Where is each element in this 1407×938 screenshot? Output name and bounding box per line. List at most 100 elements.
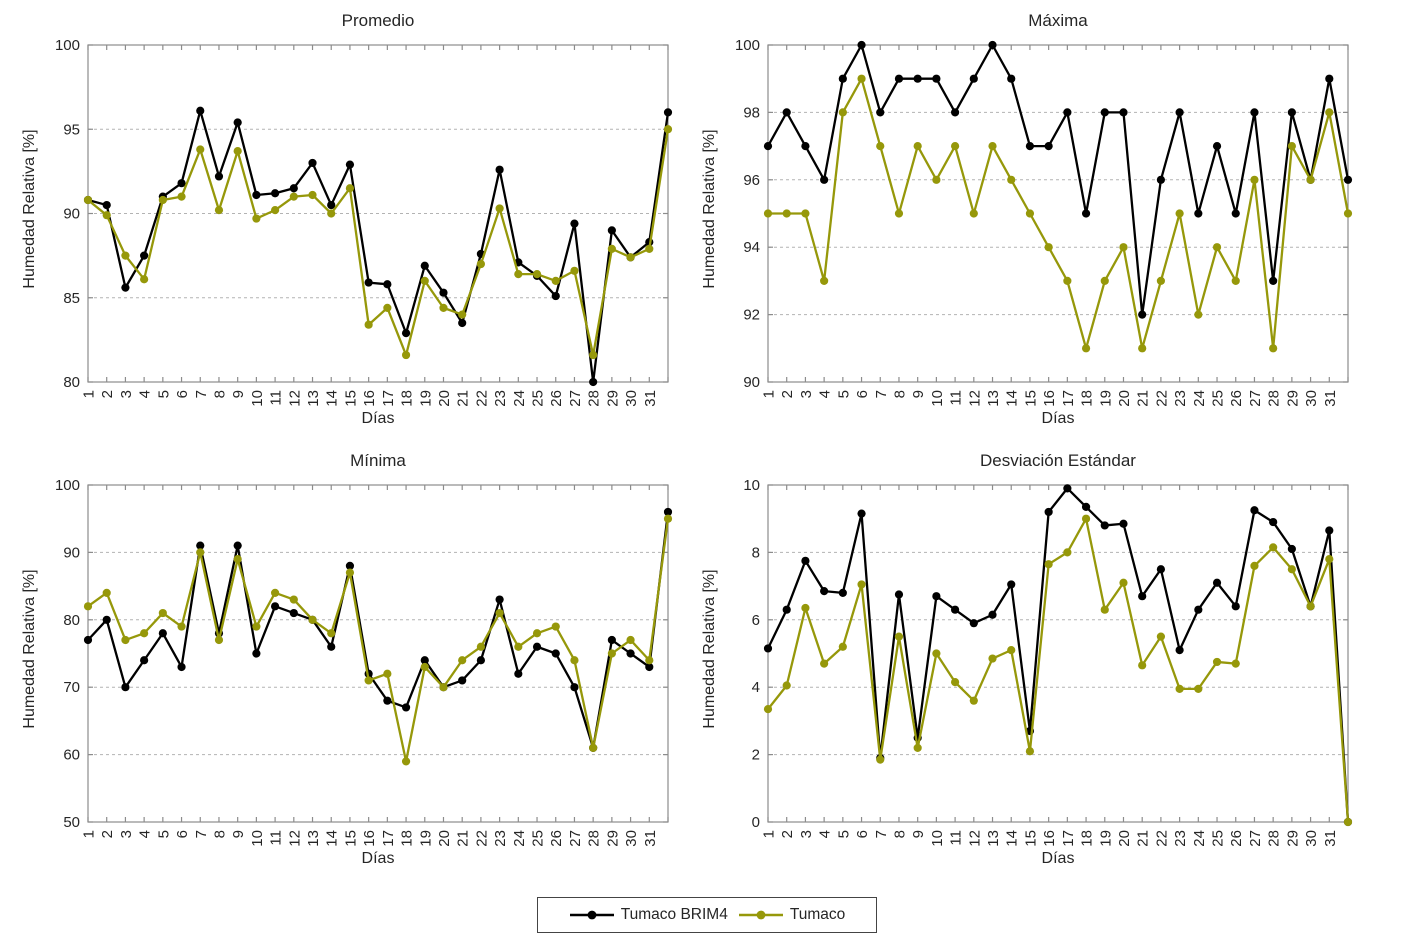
minima-title: Mínima	[350, 451, 406, 470]
svg-text:29: 29	[1284, 390, 1301, 407]
svg-text:10: 10	[743, 477, 760, 494]
svg-text:2: 2	[99, 830, 116, 838]
svg-text:1: 1	[761, 390, 778, 398]
svg-text:10: 10	[929, 390, 946, 407]
svg-text:12: 12	[286, 390, 303, 407]
svg-text:29: 29	[604, 390, 621, 407]
svg-text:4: 4	[137, 830, 154, 838]
svg-text:25: 25	[530, 830, 547, 847]
svg-text:4: 4	[752, 679, 760, 696]
legend-line-sample-black	[569, 910, 614, 920]
svg-text:30: 30	[623, 830, 640, 847]
svg-text:16: 16	[361, 830, 378, 847]
minima-xlabel: Días	[361, 850, 395, 867]
minima-ylabel: Humedad Relativa [%]	[21, 569, 38, 729]
svg-text:70: 70	[63, 679, 80, 696]
svg-text:27: 27	[567, 390, 584, 407]
svg-text:10: 10	[249, 390, 266, 407]
svg-text:17: 17	[1060, 830, 1077, 847]
svg-text:18: 18	[399, 390, 416, 407]
promedio-title: Promedio	[341, 11, 415, 30]
svg-text:4: 4	[817, 830, 834, 838]
svg-text:20: 20	[436, 390, 453, 407]
svg-text:26: 26	[548, 390, 565, 407]
svg-text:15: 15	[1022, 390, 1039, 407]
svg-text:26: 26	[1228, 830, 1245, 847]
svg-text:31: 31	[642, 390, 659, 407]
svg-text:26: 26	[548, 830, 565, 847]
svg-text:3: 3	[118, 830, 135, 838]
maxima-title: Máxima	[1028, 11, 1088, 30]
maxima-xlabel: Días	[1041, 410, 1075, 427]
svg-text:1: 1	[81, 390, 98, 398]
svg-text:19: 19	[417, 390, 434, 407]
svg-text:21: 21	[455, 390, 472, 407]
svg-text:3: 3	[798, 390, 815, 398]
svg-text:15: 15	[342, 830, 359, 847]
svg-text:2: 2	[99, 390, 116, 398]
svg-text:14: 14	[1004, 830, 1021, 847]
svg-text:6: 6	[174, 830, 191, 838]
svg-text:21: 21	[1135, 390, 1152, 407]
svg-text:21: 21	[455, 830, 472, 847]
svg-text:94: 94	[743, 239, 760, 256]
svg-text:24: 24	[1191, 830, 1208, 847]
svg-text:22: 22	[473, 830, 490, 847]
svg-text:15: 15	[342, 390, 359, 407]
svg-text:8: 8	[211, 830, 228, 838]
svg-text:30: 30	[1303, 390, 1320, 407]
svg-text:8: 8	[891, 830, 908, 838]
svg-text:80: 80	[63, 612, 80, 629]
svg-text:28: 28	[586, 830, 603, 847]
legend-item-tumaco-brim4: Tumaco BRIM4	[569, 906, 728, 924]
svg-text:7: 7	[873, 830, 890, 838]
legend-line-sample-olive	[738, 910, 783, 920]
svg-text:13: 13	[985, 830, 1002, 847]
svg-text:24: 24	[1191, 390, 1208, 407]
svg-text:16: 16	[361, 390, 378, 407]
svg-text:96: 96	[743, 172, 760, 189]
svg-text:5: 5	[835, 390, 852, 398]
svg-text:12: 12	[286, 830, 303, 847]
svg-text:15: 15	[1022, 830, 1039, 847]
svg-text:90: 90	[63, 544, 80, 561]
svg-text:2: 2	[752, 747, 760, 764]
svg-text:85: 85	[63, 290, 80, 307]
svg-text:28: 28	[586, 390, 603, 407]
svg-text:13: 13	[305, 390, 322, 407]
svg-text:29: 29	[1284, 830, 1301, 847]
svg-text:50: 50	[63, 814, 80, 831]
svg-text:27: 27	[567, 830, 584, 847]
svg-text:20: 20	[1116, 830, 1133, 847]
svg-text:30: 30	[1303, 830, 1320, 847]
svg-text:3: 3	[798, 830, 815, 838]
svg-text:23: 23	[492, 830, 509, 847]
svg-text:11: 11	[268, 390, 285, 406]
svg-text:16: 16	[1041, 830, 1058, 847]
svg-text:5: 5	[155, 390, 172, 398]
svg-text:28: 28	[1266, 830, 1283, 847]
svg-text:0: 0	[752, 814, 760, 831]
svg-text:30: 30	[623, 390, 640, 407]
svg-text:2: 2	[779, 390, 796, 398]
svg-text:4: 4	[137, 390, 154, 398]
svg-text:6: 6	[854, 830, 871, 838]
svg-text:7: 7	[193, 390, 210, 398]
svg-text:17: 17	[380, 830, 397, 847]
svg-text:12: 12	[966, 830, 983, 847]
svg-text:90: 90	[63, 206, 80, 223]
svg-text:22: 22	[1153, 390, 1170, 407]
svg-text:28: 28	[1266, 390, 1283, 407]
svg-text:8: 8	[211, 390, 228, 398]
svg-text:31: 31	[1322, 830, 1339, 847]
desviacion-ylabel: Humedad Relativa [%]	[701, 569, 718, 729]
svg-text:16: 16	[1041, 390, 1058, 407]
svg-text:92: 92	[743, 307, 760, 324]
svg-text:18: 18	[1079, 390, 1096, 407]
promedio-xlabel: Días	[361, 410, 395, 427]
svg-text:19: 19	[1097, 390, 1114, 407]
svg-text:22: 22	[473, 390, 490, 407]
svg-text:6: 6	[854, 390, 871, 398]
svg-text:13: 13	[985, 390, 1002, 407]
